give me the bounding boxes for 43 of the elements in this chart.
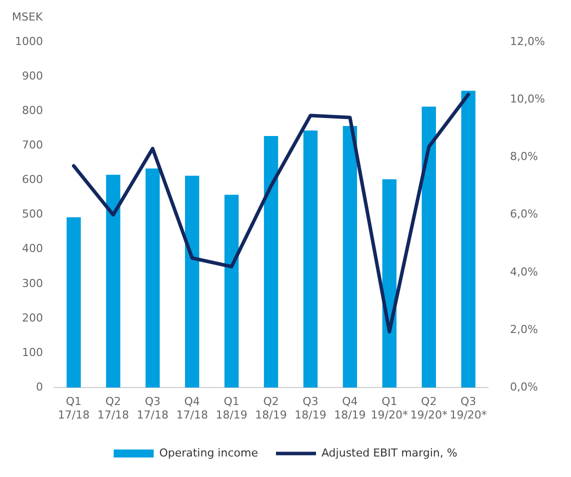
x-tick-label: Q2 18/19 xyxy=(255,395,287,422)
y2-tick-label: 4,0% xyxy=(510,265,538,278)
x-tick-label: Q3 17/18 xyxy=(136,395,168,422)
bar xyxy=(66,217,81,388)
y2-tick-label: 12,0% xyxy=(510,34,546,48)
bar xyxy=(422,106,436,388)
y2-tick-label: 6,0% xyxy=(510,208,538,221)
bar xyxy=(461,90,476,388)
y2-tick-label: 10,0% xyxy=(510,92,546,106)
x-tick-label: Q1 18/19 xyxy=(216,395,248,422)
y-tick-label: 300 xyxy=(22,276,43,290)
y-tick-label: 500 xyxy=(22,208,43,221)
x-tick-label: Q2 17/18 xyxy=(97,395,130,422)
bar xyxy=(106,174,120,388)
bar xyxy=(382,179,397,388)
x-tick-label: Q3 19/20* xyxy=(450,395,488,422)
y-tick-label: 1000 xyxy=(14,34,43,48)
x-tick-label: Q1 19/20* xyxy=(370,395,409,422)
y-tick-label: 100 xyxy=(22,346,43,359)
y-tick-label: 800 xyxy=(22,104,43,117)
y2-tick-label: 0,0% xyxy=(510,380,538,394)
legend-label: Operating income xyxy=(159,446,258,460)
bar xyxy=(303,130,318,388)
y-tick-label: 900 xyxy=(22,69,43,82)
y-tick-label: 400 xyxy=(22,242,43,256)
bar xyxy=(146,168,160,388)
y2-tick-label: 2,0% xyxy=(510,322,538,336)
x-tick-label: Q1 17/18 xyxy=(58,395,90,422)
legend-label: Adjusted EBIT margin, % xyxy=(321,446,458,460)
y-tick-label: 700 xyxy=(22,138,43,152)
x-tick-label: Q3 18/19 xyxy=(294,395,326,422)
bar xyxy=(224,194,239,388)
y-tick-label: 0 xyxy=(36,380,43,394)
x-tick-label: Q4 18/19 xyxy=(334,395,366,422)
y2-tick-label: 8,0% xyxy=(510,150,538,164)
y-tick-label: 600 xyxy=(22,173,43,186)
bar xyxy=(264,136,278,388)
y-axis-title: MSEK xyxy=(12,10,44,24)
bar xyxy=(342,126,358,388)
bar xyxy=(185,176,200,388)
x-tick-label: Q2 19/20* xyxy=(410,395,448,422)
y-tick-label: 200 xyxy=(22,311,43,324)
x-tick-label: Q4 17/18 xyxy=(176,395,208,422)
